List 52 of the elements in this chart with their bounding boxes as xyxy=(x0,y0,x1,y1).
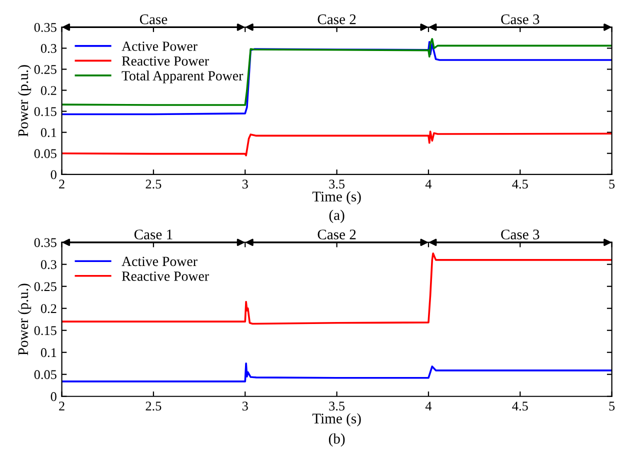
x-tick-label: 2 xyxy=(59,180,64,188)
x-tick-label: 3.5 xyxy=(329,180,345,189)
y-tick-label: 0.35 xyxy=(34,238,56,248)
text: (b) xyxy=(328,433,345,447)
y-tick-label: 0 xyxy=(50,170,56,180)
y-tick-label: 0.3 xyxy=(40,44,56,53)
y-tick-label: 0.35 xyxy=(34,22,56,32)
text: Case xyxy=(140,14,168,24)
text: Case 1 xyxy=(134,230,172,240)
y-tick-label: 0.25 xyxy=(34,282,56,292)
y-axis-title: Power (p.u.) xyxy=(18,284,32,356)
x-tick-label: 2.5 xyxy=(146,402,162,411)
y-tick-label: 0.2 xyxy=(40,86,56,96)
text: Case 3 xyxy=(501,230,540,240)
x-tick-label: 4.5 xyxy=(512,402,528,411)
text: (a) xyxy=(329,210,344,223)
x-tick-label: 4.5 xyxy=(512,180,528,189)
x-tick-label: 5 xyxy=(609,402,615,411)
legend-label: Active Power xyxy=(122,42,198,51)
legend-label: Active Power xyxy=(122,256,198,266)
line-series xyxy=(62,130,612,156)
y-tick-label: 0.05 xyxy=(34,149,56,158)
x-tick-label: 5 xyxy=(609,180,615,189)
y-tick-label: 0.2 xyxy=(40,304,56,314)
line-series xyxy=(62,362,612,382)
x-tick-label: 4 xyxy=(425,180,432,188)
y-tick-label: 0.05 xyxy=(34,370,56,380)
line-series xyxy=(62,252,612,325)
text: Case 3 xyxy=(501,14,540,24)
text: Case 2 xyxy=(318,230,356,240)
x-tick-label: 2 xyxy=(59,402,64,410)
x-tick-label: 3 xyxy=(242,180,248,189)
x-tick-label: 3.5 xyxy=(329,402,345,411)
y-tick-label: 0.1 xyxy=(40,128,56,138)
y-tick-label: 0.15 xyxy=(34,107,56,116)
legend-label: Reactive Power xyxy=(122,56,209,66)
text: Case 2 xyxy=(318,14,356,24)
x-tick-label: 3 xyxy=(242,402,248,411)
y-tick-label: 0.3 xyxy=(40,260,56,270)
y-tick-label: 0.15 xyxy=(34,326,56,336)
x-tick-label: 2.5 xyxy=(146,180,162,189)
x-axis-title: Time (s) xyxy=(312,413,361,426)
y-tick-label: 0.1 xyxy=(40,348,56,358)
legend-label: Total Apparent Power xyxy=(122,70,244,84)
y-tick-label: 0.25 xyxy=(34,65,56,74)
line-series xyxy=(62,40,612,116)
x-tick-label: 4 xyxy=(425,402,432,410)
y-tick-label: 0 xyxy=(50,392,56,402)
legend-label: Reactive Power xyxy=(122,272,209,281)
x-axis-title: Time (s) xyxy=(312,191,361,204)
y-axis-title: Power (p.u.) xyxy=(18,65,32,137)
line-series xyxy=(62,38,612,106)
